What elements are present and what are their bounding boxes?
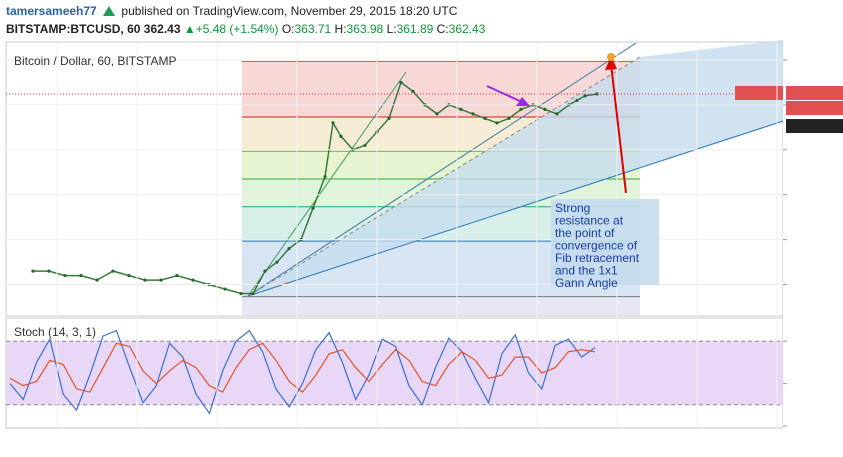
countdown-tag-box	[786, 100, 843, 115]
annotation-line: Strong	[555, 201, 590, 215]
price-point	[363, 143, 367, 147]
price-point	[47, 269, 51, 273]
open-value: 363.71	[294, 22, 332, 36]
price-point	[275, 260, 279, 264]
price-point	[495, 121, 499, 125]
price-point	[387, 116, 391, 120]
purple-arrow-head	[516, 97, 530, 106]
up-arrow-icon: ▲	[183, 22, 196, 36]
price-point	[175, 273, 179, 278]
stoch-title: Stoch (14, 3, 1)	[14, 325, 96, 339]
price-point	[263, 269, 267, 273]
price-point	[143, 278, 147, 282]
close-label: C:	[436, 22, 449, 36]
last-price: 362.43	[143, 22, 181, 36]
price-point	[63, 273, 67, 278]
purple-arrow-shaft	[486, 85, 523, 103]
price-point	[471, 112, 475, 116]
price-point	[507, 116, 511, 120]
price-point	[399, 80, 403, 85]
gann-line-1-2	[247, 71, 407, 297]
low-label: L:	[386, 22, 397, 36]
price-point	[575, 98, 579, 102]
low-value: 361.89	[396, 22, 434, 36]
price-point	[323, 175, 327, 179]
annotation-box	[551, 199, 659, 285]
price-point	[31, 269, 35, 273]
price-point	[543, 107, 547, 111]
annotation-line: resistance at	[555, 214, 624, 228]
price-point	[111, 269, 115, 273]
symbol-name[interactable]: BITSTAMP:BTCUSD, 60	[6, 22, 141, 36]
gann-fan-zone	[248, 40, 783, 296]
price-point	[127, 273, 131, 278]
price-point	[239, 291, 243, 296]
published-text: published on TradingView.com, November 2…	[121, 4, 458, 18]
publish-line: tamersameeh77 published on TradingView.c…	[6, 4, 457, 18]
convergence-point	[607, 53, 615, 61]
level-tag-box	[786, 119, 843, 134]
price-point	[79, 273, 83, 278]
price-point	[411, 89, 415, 94]
price-point	[191, 278, 195, 282]
price-point	[95, 278, 99, 282]
red-arrow-shaft	[610, 63, 627, 194]
symbol-tag-box	[735, 85, 783, 100]
annotation-line: the point of	[555, 226, 615, 240]
stoch-series-0	[9, 329, 596, 415]
close-value: 362.43	[448, 22, 486, 36]
price-point	[459, 107, 463, 111]
stoch-series-1	[9, 342, 596, 393]
annotation-line: Fib retracement	[555, 251, 640, 265]
red-arrow-head	[605, 56, 617, 70]
fib-zone-base	[242, 296, 640, 316]
chart-header: tamersameeh77 published on TradingView.c…	[0, 0, 843, 40]
price-point	[583, 94, 587, 98]
price-point	[339, 134, 343, 138]
price-point	[483, 116, 487, 120]
symbol-line: BITSTAMP:BTCUSD, 60 362.43 ▲+5.48 (+1.54…	[6, 22, 485, 36]
last-price-tag-box	[786, 85, 843, 100]
price-point	[331, 121, 335, 125]
chart-title: Bitcoin / Dollar, 60, BITSTAMP	[14, 54, 177, 68]
price-change: +5.48 (+1.54%)	[195, 22, 279, 36]
tradingview-logo-icon	[103, 6, 116, 16]
price-point	[159, 278, 163, 282]
open-label: O:	[281, 22, 295, 36]
annotation-line: and the 1x1	[555, 264, 618, 278]
price-point	[251, 291, 255, 296]
high-value: 363.98	[346, 22, 384, 36]
price-point	[311, 206, 315, 210]
price-point	[287, 247, 291, 251]
price-point	[223, 287, 227, 291]
gann-line-1-1	[247, 42, 637, 297]
price-point	[555, 112, 559, 116]
author-name[interactable]: tamersameeh77	[6, 4, 97, 18]
price-point	[435, 112, 439, 116]
annotation-line: convergence of	[555, 239, 638, 253]
price-point	[519, 107, 523, 111]
annotation-line: Gann Angle	[555, 276, 618, 290]
high-label: H:	[334, 22, 347, 36]
